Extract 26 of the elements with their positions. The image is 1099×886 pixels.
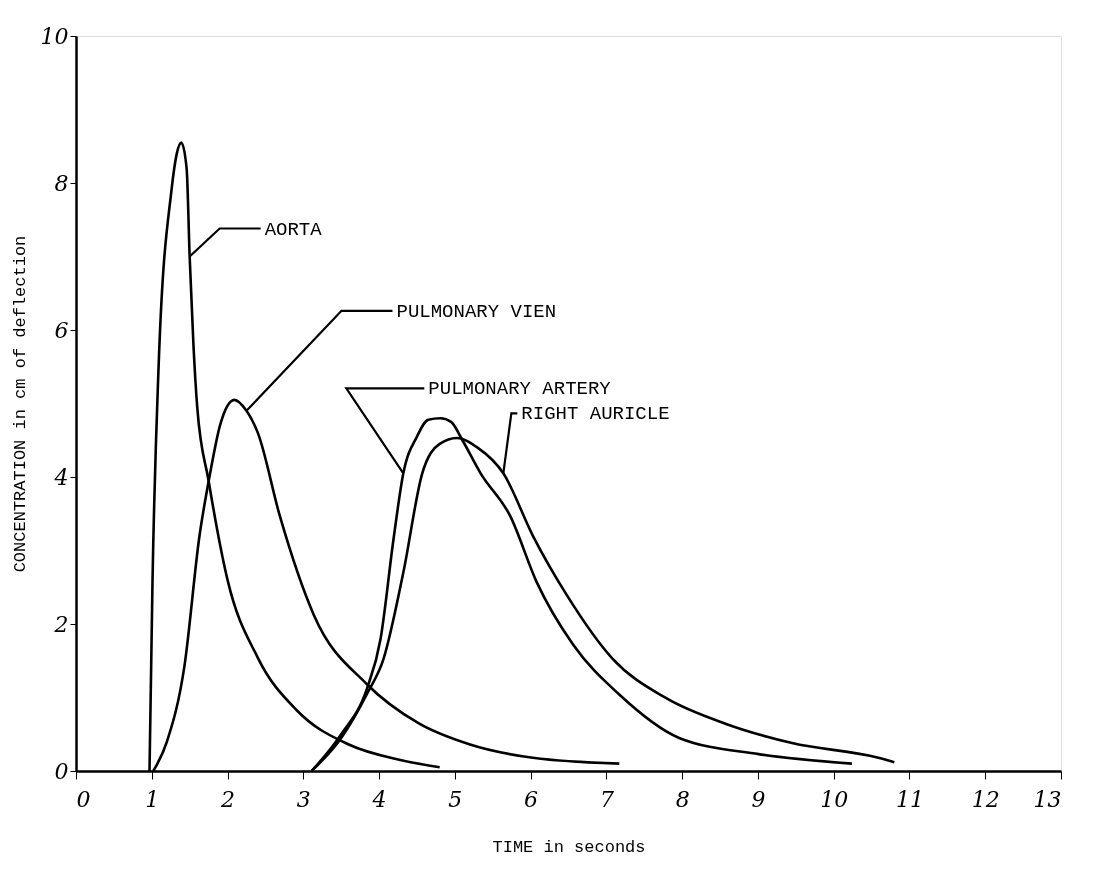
x-tick-label: 6: [524, 786, 539, 812]
text: RIGHT AURICLE: [521, 403, 670, 426]
x-tick-label: 12: [971, 786, 1000, 812]
x-tick-label: 0: [76, 786, 91, 812]
x-tick-label: 3: [296, 786, 311, 812]
y-tick-label: 4: [53, 464, 69, 490]
y-tick-label: 10: [40, 23, 69, 49]
x-tick-label: 10: [820, 786, 849, 812]
y-tick-label: 2: [53, 611, 69, 637]
y-tick-label: 8: [54, 170, 69, 196]
x-tick-label: 7: [599, 786, 614, 812]
x-tick-label: 9: [751, 786, 766, 812]
y-axis-title: CONCENTRATION in cm of deflection: [10, 235, 30, 573]
x-tick-label: 11: [895, 786, 924, 812]
series-label: PULMONARY ARTERY: [428, 378, 612, 401]
x-tick-label: 2: [220, 786, 236, 812]
x-tick-label: 8: [675, 786, 690, 812]
text: PULMONARY VIEN: [396, 300, 557, 323]
y-tick-label: 6: [54, 317, 69, 343]
x-tick-label: 1: [145, 786, 160, 812]
x-tick-label: 13: [1033, 786, 1062, 812]
legend-label: AORTA: [264, 218, 323, 241]
x-tick-label: 4: [371, 786, 387, 812]
y-tick-label: 0: [54, 758, 69, 784]
x-axis-title: TIME in seconds: [492, 837, 646, 857]
x-tick-label: 5: [448, 786, 463, 812]
